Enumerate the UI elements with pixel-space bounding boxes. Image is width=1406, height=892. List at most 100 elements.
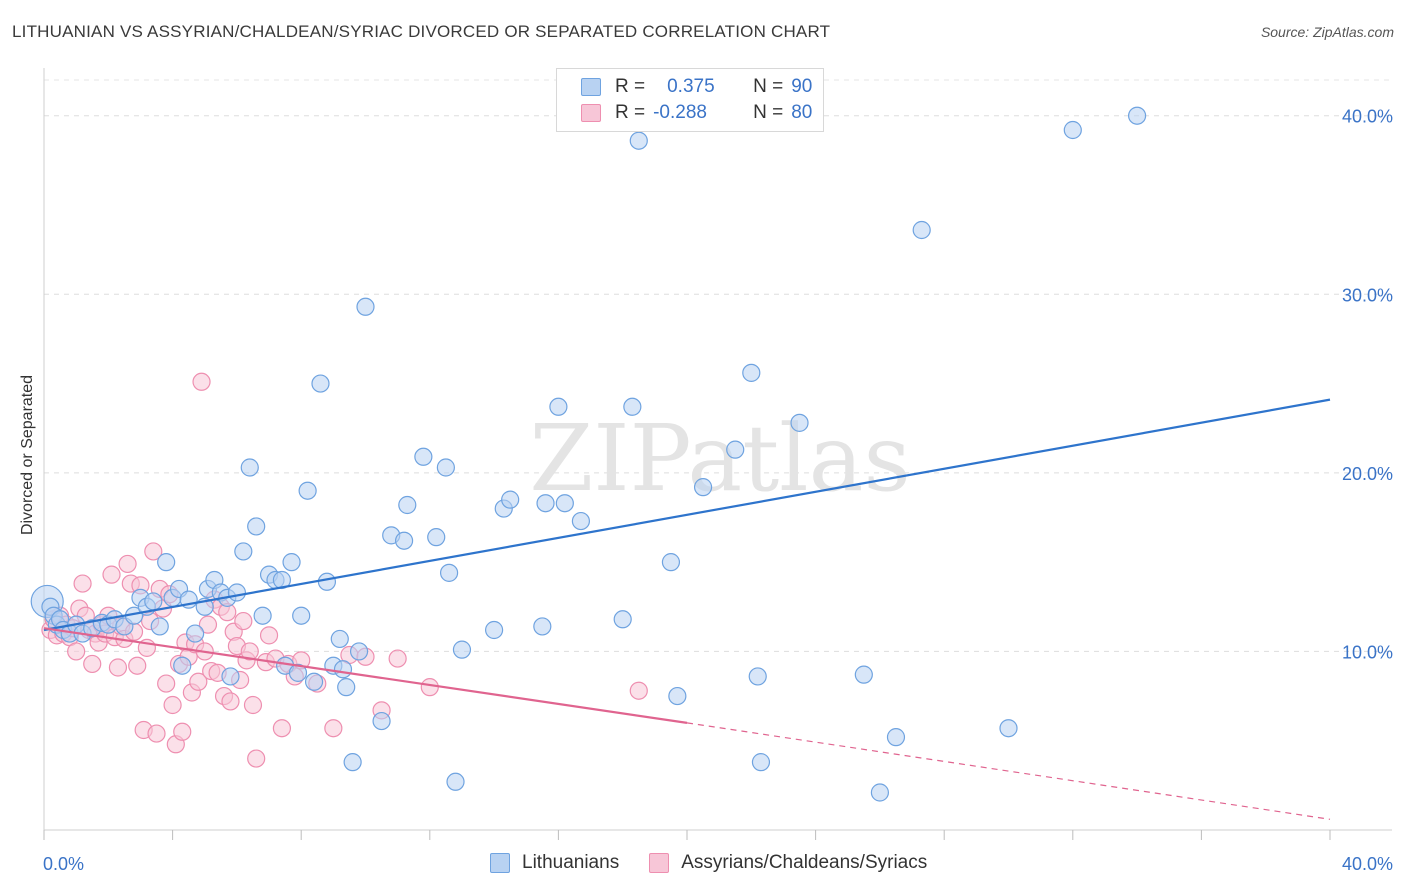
lithuanian-point (234, 542, 253, 561)
x-tick-label: 0.0% (43, 854, 84, 874)
lithuanian-point (742, 363, 761, 382)
lithuanian-point (912, 220, 931, 240)
lithuanian-point (247, 517, 266, 536)
legend-label: Assyrians/Chaldeans/Syriacs (681, 852, 928, 873)
assyrians-point (420, 678, 439, 697)
assyrians-point (240, 642, 259, 661)
lithuanian-point (427, 528, 446, 547)
lithuanian-point (693, 478, 713, 497)
source-label: Source: ZipAtlas.com (1260, 24, 1394, 40)
legend-item-lithuanians: Lithuanians (490, 852, 619, 874)
lithuanians-trend-line (43, 398, 1331, 632)
lithuanian-point (304, 672, 324, 691)
lithuanian-point (292, 606, 311, 625)
lithuanian-point (253, 606, 272, 625)
assyrians-point (157, 674, 176, 693)
assyrians-point (67, 642, 86, 661)
lithuanian-point (298, 481, 317, 500)
assyrians-point (259, 626, 279, 645)
lithuanian-point (536, 494, 555, 513)
assyrians-point (128, 656, 147, 675)
legend-n-value: 80 (791, 102, 813, 123)
assyrians-point (324, 719, 343, 738)
series-lithuanians-points (30, 106, 1147, 802)
lithuanian-point (343, 753, 362, 772)
lithuanian-point (144, 592, 163, 611)
lithuanian-point (394, 531, 414, 550)
lithuanian-point (311, 374, 330, 393)
trend-lines (43, 398, 1331, 820)
lithuanian-point (668, 686, 687, 706)
y-tick-label: 10.0% (1342, 642, 1393, 662)
lithuanian-point (288, 663, 308, 682)
lithuanian-point (886, 728, 906, 747)
lithuanian-point (661, 553, 681, 572)
assyrians-point (221, 692, 240, 711)
lithuanian-point (436, 458, 455, 477)
lithuanian-point (533, 617, 552, 636)
legend-n-label: N = (753, 102, 784, 123)
correlation-legend: R = 0.375 N = 90 R = -0.288 N = 80 (556, 68, 824, 132)
legend-label: Lithuanians (522, 852, 620, 873)
legend-r-label: R = (615, 102, 646, 123)
lithuanian-point (501, 490, 520, 509)
series-legend: Lithuanians Assyrians/Chaldeans/Syriacs (490, 852, 957, 874)
y-tick-label: 20.0% (1342, 464, 1393, 484)
tick-labels: 10.0% 20.0% 30.0% 40.0% 0.0% 40.0% (43, 107, 1393, 874)
lithuanian-point (317, 572, 337, 591)
assyrians-point (108, 658, 128, 677)
lithuanian-point (157, 553, 176, 572)
lithuanian-point (751, 753, 771, 772)
lithuanian-point (549, 397, 568, 416)
assyrians-point (163, 695, 182, 715)
legend-r-value: 0.375 (667, 76, 715, 97)
assyrians-point (629, 681, 648, 700)
lithuanian-point (337, 678, 356, 697)
lithuanian-point (240, 458, 259, 477)
legend-row-assyrians: R = -0.288 N = 80 (581, 101, 812, 125)
grid-lines (44, 79, 1392, 652)
lithuanian-point (613, 610, 632, 629)
assyrians-point (198, 615, 218, 634)
chart-title: LITHUANIAN VS ASSYRIAN/CHALDEAN/SYRIAC D… (12, 22, 831, 41)
assyrians-point (247, 749, 266, 768)
assyrians-point (388, 649, 407, 668)
series-assyrians-points (41, 372, 648, 768)
lithuanian-point (870, 783, 890, 802)
legend-r-value: -0.288 (653, 102, 707, 123)
y-axis-label: Divorced or Separated (19, 374, 36, 536)
lithuanian-point (398, 495, 417, 515)
lithuanian-point (726, 440, 745, 459)
assyrians-point (189, 672, 208, 691)
lithuanian-point (854, 665, 873, 684)
lithuanian-point (629, 131, 648, 150)
assyrians-point (102, 565, 121, 584)
y-tick-label: 30.0% (1342, 285, 1393, 305)
legend-swatch-blue (490, 853, 510, 873)
legend-item-assyrians: Assyrians/Chaldeans/Syriacs (649, 852, 927, 874)
axes (43, 68, 1392, 840)
lithuanian-point (571, 511, 591, 531)
lithuanian-point (748, 667, 767, 686)
legend-n-value: 90 (791, 76, 813, 97)
lithuanian-point (623, 397, 642, 416)
assyrians-trend-extension (686, 722, 1331, 820)
legend-n-label: N = (753, 76, 784, 97)
assyrians-point (118, 554, 137, 574)
lithuanian-point (485, 620, 504, 640)
legend-swatch-pink (649, 853, 670, 873)
lithuanian-point (439, 563, 459, 582)
lithuanian-point (333, 660, 353, 679)
legend-swatch-pink (581, 104, 601, 122)
lithuanian-point (330, 629, 349, 649)
legend-row-lithuanians: R = 0.375 N = 90 (581, 75, 812, 99)
lithuanian-point (446, 772, 465, 791)
lithuanian-point (1127, 106, 1147, 125)
assyrians-point (73, 574, 92, 593)
lithuanian-point (349, 642, 369, 661)
assyrians-point (243, 695, 263, 715)
lithuanian-point (227, 583, 246, 602)
assyrians-point (83, 654, 102, 674)
x-tick-label: 40.0% (1342, 854, 1393, 874)
